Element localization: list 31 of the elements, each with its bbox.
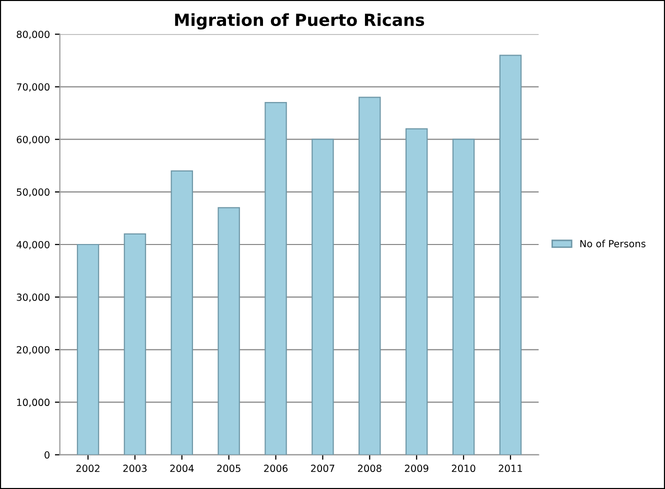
bar bbox=[264, 102, 287, 455]
x-tick-label: 2008 bbox=[358, 464, 382, 472]
x-tick-label: 2010 bbox=[452, 464, 476, 472]
y-tick-label: 40,000 bbox=[16, 240, 50, 250]
bar bbox=[218, 207, 240, 455]
x-tick-label: 2007 bbox=[311, 464, 334, 472]
legend-label: No of Persons bbox=[580, 240, 646, 248]
y-tick-label: 70,000 bbox=[16, 83, 50, 92]
y-tick-label: 50,000 bbox=[16, 188, 50, 197]
x-tick-label: 2005 bbox=[217, 464, 240, 472]
bar bbox=[124, 233, 146, 455]
bar bbox=[405, 128, 428, 455]
x-tick-label: 2003 bbox=[123, 464, 147, 472]
x-tick-label: 2004 bbox=[170, 464, 194, 472]
x-tick-label: 2011 bbox=[498, 464, 522, 472]
bar bbox=[358, 96, 381, 455]
bar bbox=[76, 244, 100, 455]
y-tick-label: 80,000 bbox=[16, 30, 50, 40]
bar bbox=[452, 138, 475, 455]
y-tick-label: 20,000 bbox=[16, 346, 50, 354]
chart-title: Migration of Puerto Ricans bbox=[175, 13, 424, 30]
y-tick-label: 60,000 bbox=[16, 136, 50, 144]
x-tick-label: 2006 bbox=[264, 464, 288, 472]
y-tick-label: 30,000 bbox=[16, 294, 50, 302]
x-tick-label: 2009 bbox=[404, 464, 428, 472]
y-tick-label: 0 bbox=[44, 451, 50, 459]
bar bbox=[499, 54, 522, 455]
bar bbox=[312, 138, 334, 455]
bar bbox=[170, 170, 194, 455]
y-tick-label: 10,000 bbox=[17, 398, 50, 408]
x-tick-label: 2002 bbox=[76, 464, 100, 472]
